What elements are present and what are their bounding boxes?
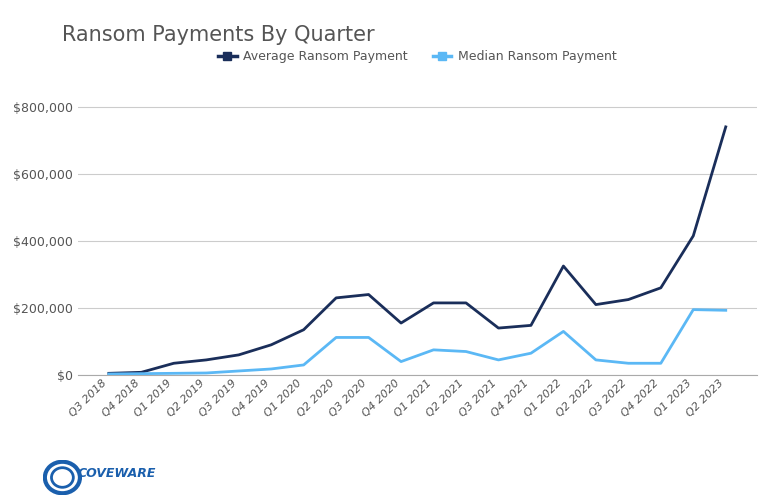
Legend: Average Ransom Payment, Median Ransom Payment: Average Ransom Payment, Median Ransom Pa…	[213, 45, 622, 68]
Text: COVEWARE: COVEWARE	[78, 467, 156, 480]
Text: Ransom Payments By Quarter: Ransom Payments By Quarter	[62, 25, 375, 45]
